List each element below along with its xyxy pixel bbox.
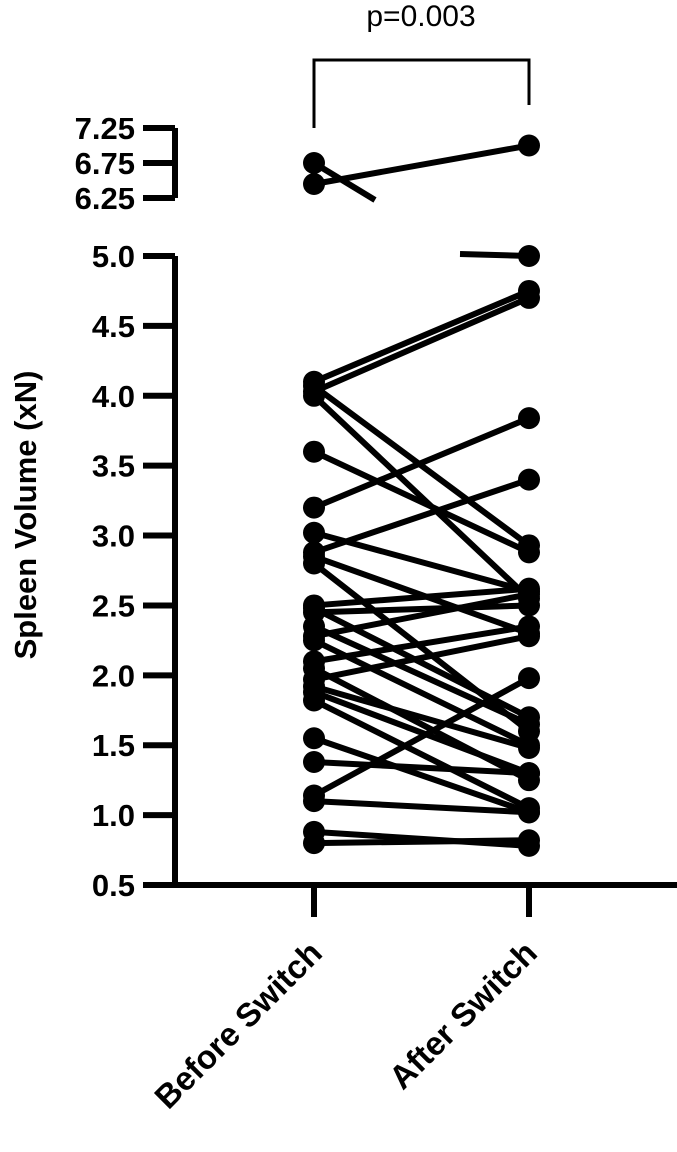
point-before (303, 496, 325, 519)
pair-line (311, 633, 532, 683)
point-before (303, 750, 325, 773)
pair-line (311, 142, 532, 187)
p-value-annotation: p=0.003 (366, 0, 476, 33)
pair-line (311, 798, 532, 816)
x-tick-labels: Before Switch After Switch (147, 934, 544, 1116)
point-before (303, 173, 325, 195)
pair-line (311, 415, 532, 511)
y-tick-label: 0.5 (92, 868, 135, 903)
pair-line (311, 392, 532, 602)
pair-line (311, 697, 532, 812)
pair-line (311, 683, 532, 752)
point-after (518, 801, 540, 824)
point-after (518, 286, 540, 309)
pair-line (459, 251, 530, 259)
pair-line (311, 585, 532, 609)
y-tick-label: 7.25 (75, 111, 135, 146)
y-axis-upper: 6.256.757.25 (75, 111, 178, 216)
pair-line (311, 448, 532, 556)
point-before (303, 384, 325, 407)
point-before (303, 552, 325, 575)
pair-line (311, 837, 532, 847)
point-after (518, 667, 540, 690)
pair-line (311, 602, 532, 616)
point-before (303, 152, 325, 174)
paired-lines (311, 142, 532, 849)
pair-line (311, 623, 532, 665)
pair-line (311, 735, 532, 816)
point-after (518, 625, 540, 648)
pair-line (311, 758, 532, 777)
point-before (303, 521, 325, 544)
y-tick-label: 3.0 (92, 519, 135, 554)
pair-line (311, 623, 532, 728)
point-after (518, 583, 540, 606)
y-axis-title: Spleen Volume (xN) (8, 370, 43, 660)
y-tick-label: 6.25 (75, 181, 135, 216)
x-tick-label: Before Switch (147, 934, 329, 1116)
point-before (303, 832, 325, 855)
pair-line (311, 476, 532, 556)
x-tick-label: After Switch (382, 934, 544, 1096)
bracket-line (312, 58, 531, 128)
y-tick-label: 6.75 (75, 146, 135, 181)
point-after (518, 737, 540, 760)
significance-bracket (312, 58, 531, 128)
point-before (303, 689, 325, 712)
point-after (518, 762, 540, 785)
y-axis-lower: 0.5 1.0 1.5 2.0 2.5 3.0 3.5 4.0 4.5 5.0 (92, 239, 178, 903)
point-after (518, 134, 540, 157)
pair-line (311, 560, 532, 735)
point-before (303, 790, 325, 813)
y-tick-label: 4.5 (92, 309, 135, 344)
point-before (303, 629, 325, 652)
pair-line (311, 675, 532, 799)
y-tick-label: 4.0 (92, 379, 135, 414)
y-tick-label: 3.5 (92, 449, 135, 484)
point-after (518, 541, 540, 564)
point-after (518, 245, 540, 267)
y-axis-title-wrap: Spleen Volume (xN) (4, 310, 48, 720)
y-tick-label: 2.0 (92, 658, 135, 693)
pair-line (311, 287, 532, 385)
y-tick-label: 5.0 (92, 239, 135, 274)
point-after (518, 829, 540, 852)
point-after (518, 713, 540, 736)
data-points (303, 134, 540, 857)
y-tick-label: 1.5 (92, 728, 135, 763)
point-after (518, 407, 540, 430)
pair-line (311, 294, 532, 395)
point-before (303, 727, 325, 750)
point-after (518, 468, 540, 491)
point-before (303, 440, 325, 463)
y-tick-label: 2.5 (92, 588, 135, 623)
pair-line (311, 689, 532, 777)
pair-line (311, 591, 532, 640)
x-axis (172, 882, 677, 917)
y-tick-label: 1.0 (92, 798, 135, 833)
